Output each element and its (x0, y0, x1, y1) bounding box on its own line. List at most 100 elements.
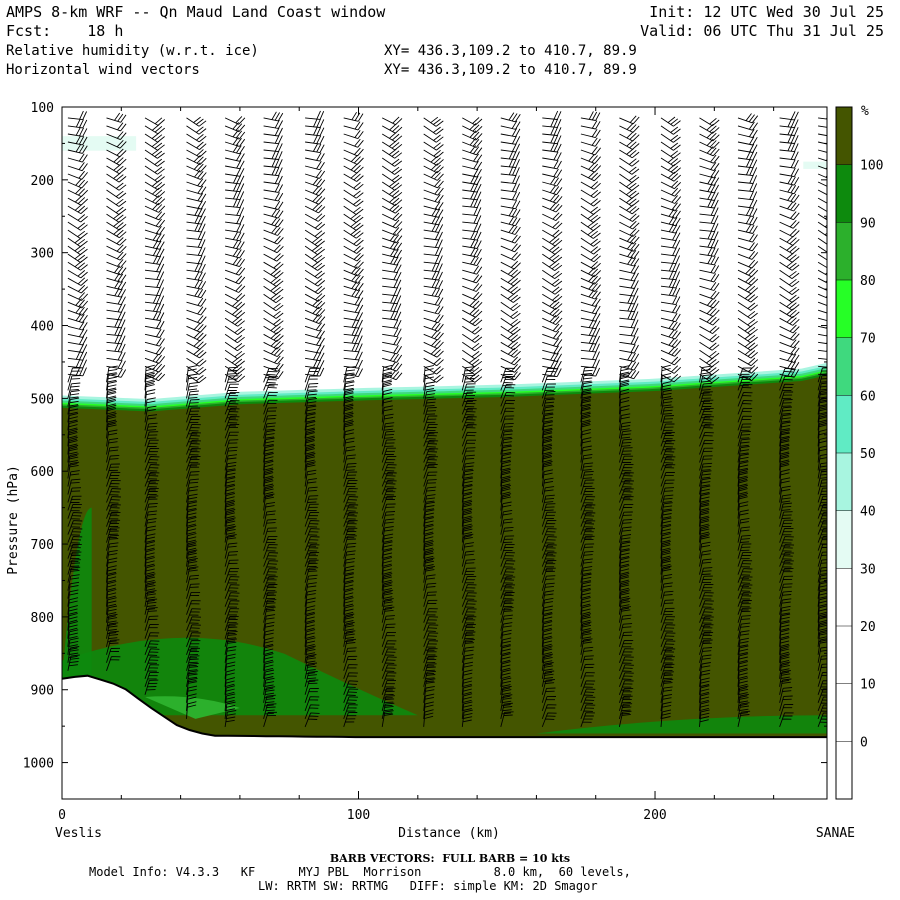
wind-barb (699, 455, 713, 471)
wind-barb (737, 191, 758, 201)
wind-barb (580, 655, 594, 671)
wind-barb (263, 437, 275, 455)
wind-barb (542, 134, 562, 145)
wind-barb (67, 343, 88, 353)
wind-barb (144, 479, 160, 495)
wind-barb (67, 390, 80, 407)
wind-barb (542, 307, 563, 318)
wind-barb (186, 440, 201, 455)
wind-barb (304, 245, 325, 255)
wind-barb (660, 509, 673, 527)
wind-barb (660, 456, 676, 471)
wind-barb (461, 592, 477, 607)
wind-barb (500, 347, 521, 358)
wind-barb (67, 269, 88, 279)
wind-barb (817, 462, 827, 479)
wind-barb (423, 407, 437, 423)
wind-barb (423, 141, 444, 151)
wind-barb (660, 573, 673, 591)
wind-barb (500, 120, 521, 130)
wind-barb (67, 135, 88, 146)
wind-barb (224, 308, 246, 319)
wind-barb (304, 662, 318, 679)
wind-barb (779, 293, 800, 303)
wind-barb (500, 484, 511, 503)
wind-barb (461, 431, 477, 447)
wind-barb (580, 212, 601, 223)
wind-barb (580, 688, 596, 703)
wind-barb (541, 436, 553, 455)
wind-barb (381, 372, 393, 391)
wind-barb (618, 438, 633, 455)
wind-barb (817, 405, 827, 423)
wind-barb (699, 693, 710, 711)
wind-barb (737, 215, 758, 226)
wind-barb (737, 275, 759, 286)
wind-barb (304, 285, 326, 295)
wind-barb (144, 502, 158, 519)
wind-barb (144, 405, 157, 423)
wind-barb (67, 213, 88, 223)
wind-barb (580, 374, 593, 391)
wind-barb (618, 565, 630, 583)
wind-barb (660, 356, 682, 366)
wind-barb (263, 629, 275, 647)
wind-barb (381, 565, 393, 583)
wind-barb (423, 565, 435, 583)
wind-barb (67, 298, 89, 309)
wind-barb (186, 390, 199, 407)
wind-barb (580, 381, 593, 399)
wind-barb (106, 131, 127, 141)
wind-barb (500, 340, 521, 351)
wind-barb (304, 544, 320, 559)
wind-barb (224, 423, 240, 439)
wind-barb (779, 598, 792, 615)
wind-barb (67, 195, 89, 206)
wind-barb (106, 373, 118, 391)
wind-barb (186, 616, 202, 631)
wind-barb (500, 415, 515, 431)
wind-barb (224, 439, 239, 455)
wind-barb (382, 240, 403, 251)
wind-barb (381, 680, 396, 695)
wind-barb (618, 519, 633, 535)
wind-barb (106, 511, 121, 527)
wind-barb (263, 535, 278, 551)
wind-barb (580, 558, 593, 575)
wind-barb (618, 396, 630, 415)
wind-barb (263, 485, 274, 503)
wind-barb (423, 494, 436, 511)
wind-barb (144, 581, 156, 599)
wind-barb (699, 183, 719, 194)
wind-barb (304, 613, 316, 631)
wind-barb (263, 346, 284, 358)
wind-barb (381, 397, 393, 415)
wind-barb (699, 264, 720, 274)
wind-barb (144, 279, 165, 289)
wind-barb (144, 187, 166, 198)
wind-barb (423, 330, 444, 341)
wind-barb (580, 613, 592, 631)
wind-barb (500, 637, 512, 655)
wind-barb (186, 322, 207, 333)
wind-barb (580, 162, 602, 173)
wind-barb (580, 479, 595, 495)
wind-barb (186, 162, 207, 173)
wind-barb (343, 420, 354, 439)
wind-barb (343, 366, 356, 383)
wind-barb (779, 485, 791, 503)
wind-barb (186, 583, 200, 599)
wind-barb (462, 198, 482, 209)
wind-barb (304, 375, 319, 391)
wind-barb (660, 381, 672, 399)
wind-barb (263, 711, 278, 728)
wind-barb (343, 205, 364, 215)
wind-barb (423, 116, 444, 127)
wind-barb (462, 265, 483, 275)
wind-barb (343, 367, 364, 378)
wind-barb (224, 116, 246, 125)
wind-barb (461, 374, 476, 391)
wind-barb (461, 447, 476, 463)
wind-barb (263, 317, 284, 327)
wind-barb (186, 524, 197, 543)
